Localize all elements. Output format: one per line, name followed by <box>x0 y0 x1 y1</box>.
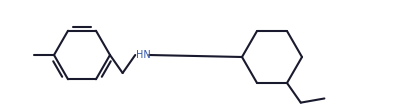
Text: HN: HN <box>136 50 151 60</box>
